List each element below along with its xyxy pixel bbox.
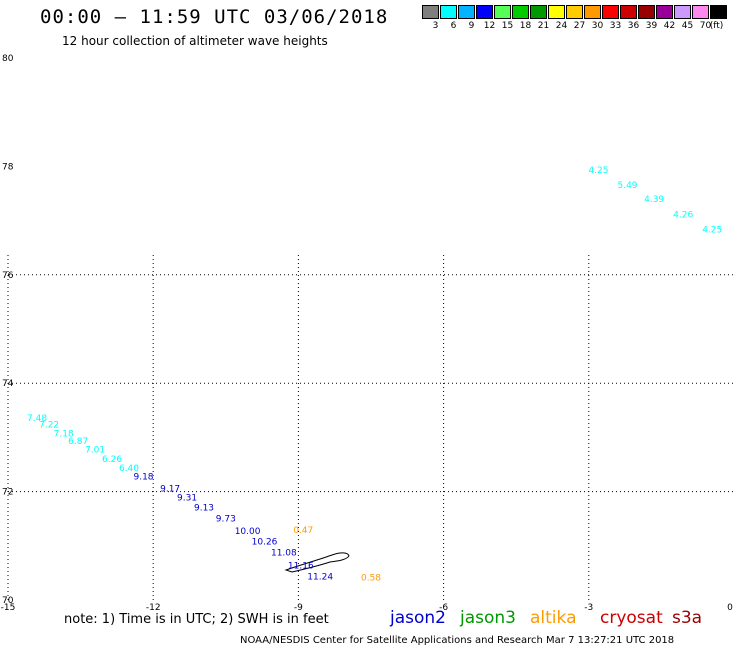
colorbar-label: 45 [681,21,694,31]
colorbar-swatch [494,5,511,19]
lon-tick-label: -9 [294,603,303,613]
colorbar-swatch [530,5,547,19]
swh-value-label: 11.16 [288,562,314,572]
colorbar-swatch [656,5,673,19]
colorbar-label: 36 [627,21,640,31]
colorbar-swatch [458,5,475,19]
swh-value-label: 4.25 [588,166,608,176]
legend-item-s3a: s3a [672,608,703,628]
colorbar-label: 12 [483,21,496,31]
swh-value-label: 4.39 [644,195,664,205]
lat-tick-label: 70 [2,596,14,606]
swh-value-label: 5.49 [617,181,637,191]
colorbar-swatch [710,5,727,19]
colorbar-label: 3 [432,21,439,31]
colorbar-swatch [422,5,439,19]
swh-value-label: 7.22 [39,421,59,431]
colorbar-label: 27 [573,21,586,31]
colorbar-label: 9 [468,21,475,31]
lat-tick-label: 74 [2,379,14,389]
legend-item-jason3: jason3 [460,608,516,628]
colorbar-unit: (ft) [709,21,724,31]
swh-value-label: 10.00 [235,527,261,537]
lat-tick-label: 80 [2,54,14,64]
colorbar-swatch [674,5,691,19]
swh-value-label: 0.58 [361,573,381,583]
swh-value-label: 9.13 [194,504,214,514]
lon-tick-label: -12 [146,603,161,613]
colorbar-label: 33 [609,21,622,31]
colorbar-swatch [566,5,583,19]
colorbar-swatch [620,5,637,19]
lat-tick-label: 76 [2,271,14,281]
swh-value-label: 9.31 [177,493,197,503]
lon-tick-label: -3 [584,603,593,613]
swh-value-label: 4.25 [702,226,722,236]
colorbar-swatch [476,5,493,19]
colorbar-label: 18 [519,21,532,31]
jan-mayen-coastline [284,552,350,573]
swh-value-label: 6.26 [102,455,122,465]
credit-line: NOAA/NESDIS Center for Satellite Applica… [240,635,675,646]
colorbar-label: 15 [501,21,514,31]
footer-note: note: 1) Time is in UTC; 2) SWH is in fe… [64,612,329,627]
swh-value-label: 6.87 [68,437,88,447]
colorbar-label: 70 [699,21,712,31]
island-outline [284,552,350,573]
swh-value-label: 0.47 [293,526,313,536]
colorbar-label: 21 [537,21,550,31]
colorbar-label: 30 [591,21,604,31]
swh-value-label: 9.18 [133,473,153,483]
lat-tick-label: 78 [2,162,14,172]
altimeter-points: 4.25 5.49 4.39 4.26 4.25 7.487.227.186.877.01… [27,166,722,584]
colorbar-swatch [440,5,457,19]
lon-tick-label: -15 [1,603,16,613]
swh-value-label: 6.40 [119,464,139,474]
map-grid [7,255,734,600]
swh-value-label: 11.08 [271,549,297,559]
swh-value-label: 9.73 [216,514,236,524]
colorbar-label: 6 [450,21,457,31]
swh-value-label: 7.01 [85,446,105,456]
colorbar-swatch [548,5,565,19]
legend-item-cryosat: cryosat [600,608,663,628]
colorbar-label: 24 [555,21,568,31]
legend-item-jason2: jason2 [390,608,446,628]
swh-value-label: 4.26 [673,210,693,220]
page-subtitle: 12 hour collection of altimeter wave hei… [62,34,328,48]
page-title: 00:00 – 11:59 UTC 03/06/2018 [40,6,389,28]
lon-tick-label: 0 [727,603,733,613]
colorbar-swatch [602,5,619,19]
colorbar-swatch [638,5,655,19]
swh-value-label: 9.17 [160,485,180,495]
swh-value-label: 7.48 [27,414,47,424]
colorbar-swatch [512,5,529,19]
colorbar-swatch [584,5,601,19]
legend-item-altika: altika [530,608,577,628]
axis-labels: 80 78 76 74 72 70-15 -12 -9 -6 -3 0 [1,54,733,613]
colorbar-label: 42 [663,21,676,31]
colorbar-label: 39 [645,21,658,31]
lon-tick-label: -6 [439,603,448,613]
swh-value-label: 11.24 [307,572,333,582]
colorbar-swatch [692,5,709,19]
swh-value-label: 10.26 [252,538,278,548]
swh-value-label: 7.18 [54,429,74,439]
lat-tick-label: 72 [2,488,13,498]
